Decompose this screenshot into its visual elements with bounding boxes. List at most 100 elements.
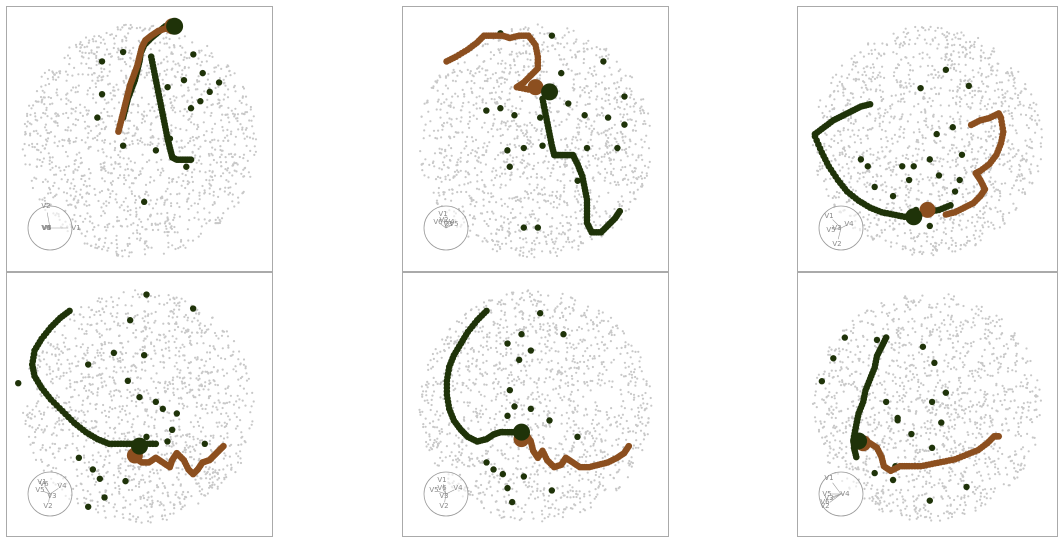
background-point [977,150,980,153]
background-point [187,239,190,242]
background-point [569,215,573,218]
background-point [900,58,903,61]
background-point [192,425,195,428]
background-point [152,472,155,475]
background-point [196,420,199,423]
background-point [97,451,100,454]
background-point [58,166,61,169]
background-point [955,95,958,98]
background-point [596,164,599,167]
background-point [857,71,860,74]
background-point [636,188,639,191]
background-point [518,236,522,240]
background-point [902,31,905,34]
background-point [181,172,184,175]
background-point [555,196,559,199]
background-point [144,183,148,186]
background-point [466,68,469,71]
background-point [828,110,831,113]
green-point [187,105,195,112]
background-point [242,87,246,90]
background-point [48,156,52,159]
background-point [503,77,506,81]
background-point [446,111,449,114]
background-point [490,195,493,199]
background-point [88,184,91,187]
background-point [211,171,214,174]
background-point [951,89,955,92]
background-point [180,330,183,333]
background-point [45,363,48,366]
background-point [149,128,152,131]
background-point [899,86,902,89]
background-point [591,144,594,148]
background-point [84,141,87,144]
background-point [444,148,447,151]
background-point [851,129,854,132]
background-point [933,68,936,71]
background-point [234,182,237,185]
background-point [473,82,476,85]
background-point [833,158,837,161]
background-point [74,110,77,113]
background-point [198,49,201,52]
background-point [229,74,232,77]
background-point [437,186,440,190]
background-point [860,141,863,144]
background-point [46,131,49,135]
background-point [180,53,183,57]
background-point [157,228,160,231]
background-point [610,144,613,147]
background-point [178,215,181,218]
background-point [582,42,585,45]
background-point [958,118,961,121]
background-point [1025,144,1029,147]
background-point [1011,156,1015,159]
background-point [48,103,52,106]
background-point [132,46,135,50]
background-point [985,108,988,111]
background-point [989,153,992,156]
background-point [864,84,867,87]
background-point [124,413,128,416]
background-point [35,165,39,168]
background-point [73,213,76,217]
background-point [159,41,162,44]
background-point [89,172,92,175]
background-point [968,46,972,49]
brown-path-point [115,128,122,135]
background-point [461,205,464,208]
background-point [154,42,157,45]
background-point [524,133,527,136]
background-point [74,140,77,143]
background-point [603,153,607,156]
background-point [231,193,234,196]
background-point [479,161,482,164]
background-point [191,239,195,242]
background-point [641,146,644,149]
background-point [242,191,245,194]
background-point [240,101,243,105]
background-point [127,255,130,258]
background-point [508,227,511,230]
background-point [214,86,217,90]
background-point [136,138,139,142]
background-point [888,166,891,169]
background-point [80,139,83,142]
background-point [246,135,249,138]
background-point [912,56,915,59]
background-point [822,116,825,119]
background-point [125,39,128,42]
panel-frame-1 [6,6,273,272]
background-point [935,249,939,252]
background-point [456,191,459,194]
background-point [137,39,140,43]
background-point [134,370,137,373]
background-point [550,238,554,241]
background-point [490,127,493,131]
background-point [428,163,431,166]
background-point [531,167,534,171]
background-point [218,156,222,159]
background-point [880,175,883,178]
background-point [465,145,468,148]
